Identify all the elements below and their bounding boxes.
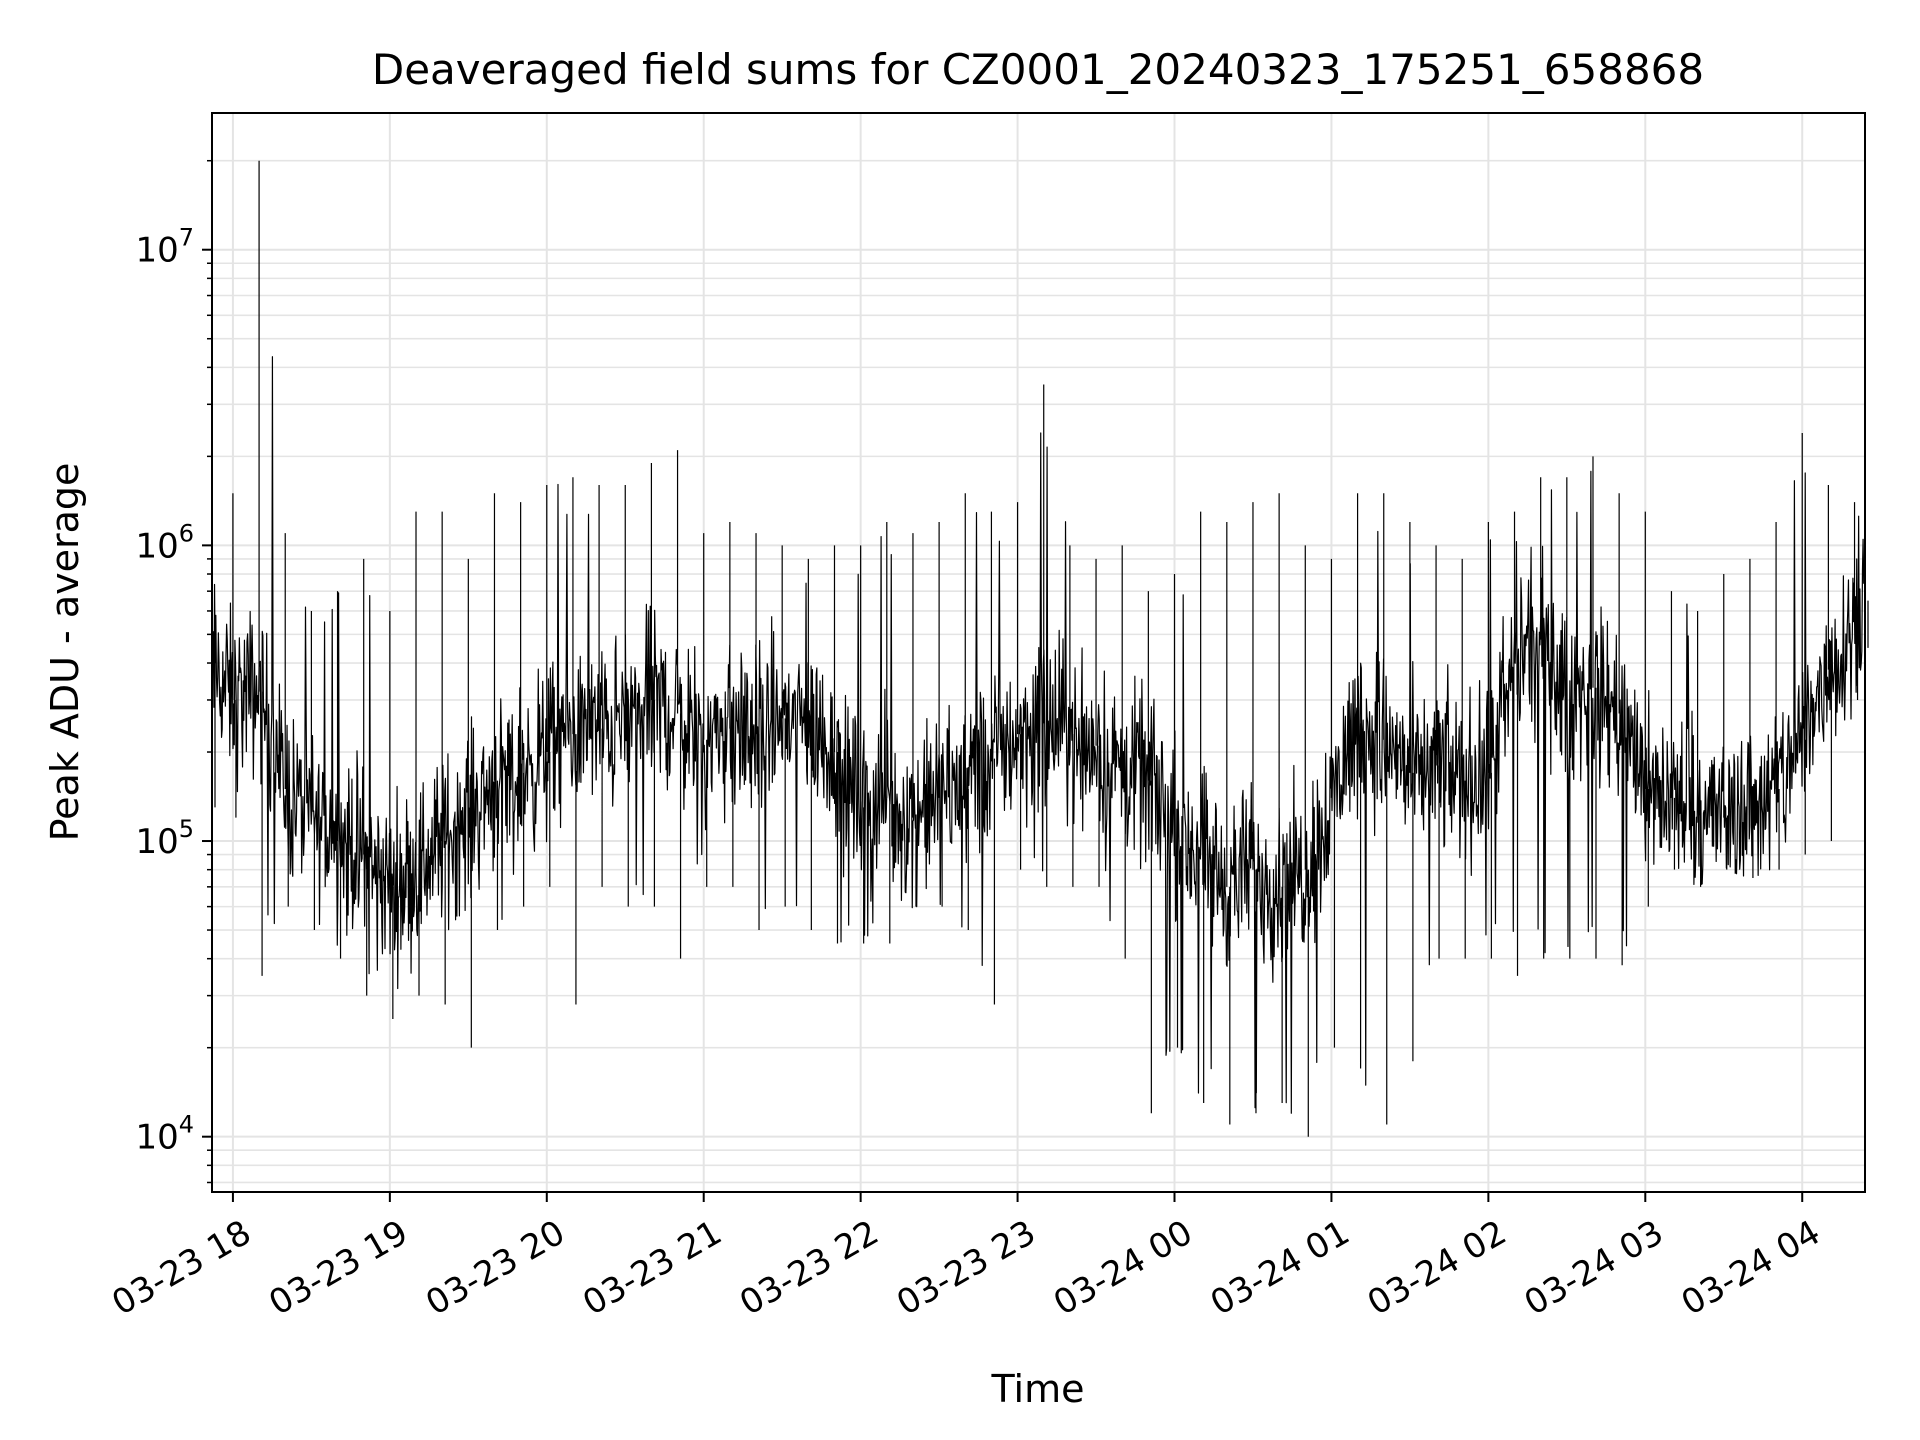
x-tick-label: 03-23 21 xyxy=(576,1213,728,1324)
plot-frame xyxy=(211,112,1866,1193)
x-tick-label: 03-23 22 xyxy=(733,1213,885,1324)
y-tick-label: 104 xyxy=(135,1111,194,1158)
x-tick-label: 03-24 03 xyxy=(1518,1213,1670,1324)
x-tick-label: 03-23 18 xyxy=(105,1213,257,1324)
x-tick-label: 03-24 00 xyxy=(1047,1213,1199,1324)
y-axis-label: Peak ADU - average xyxy=(43,463,87,842)
x-axis-label: Time xyxy=(991,1367,1085,1411)
x-tick-label: 03-23 23 xyxy=(890,1213,1042,1324)
x-tick-label: 03-23 19 xyxy=(262,1213,414,1324)
y-tick-label: 106 xyxy=(135,519,194,566)
x-tick-label: 03-23 20 xyxy=(419,1213,571,1324)
x-tick-label: 03-24 02 xyxy=(1361,1213,1513,1324)
x-tick-label: 03-24 01 xyxy=(1204,1213,1356,1324)
series-layer xyxy=(211,160,1869,1137)
y-tick-label: 107 xyxy=(135,224,194,271)
chart-title: Deaveraged field sums for CZ0001_2024032… xyxy=(372,45,1704,94)
series-line xyxy=(211,160,1869,1137)
y-tick-label: 105 xyxy=(135,815,194,862)
x-tick-label: 03-24 04 xyxy=(1675,1213,1827,1324)
